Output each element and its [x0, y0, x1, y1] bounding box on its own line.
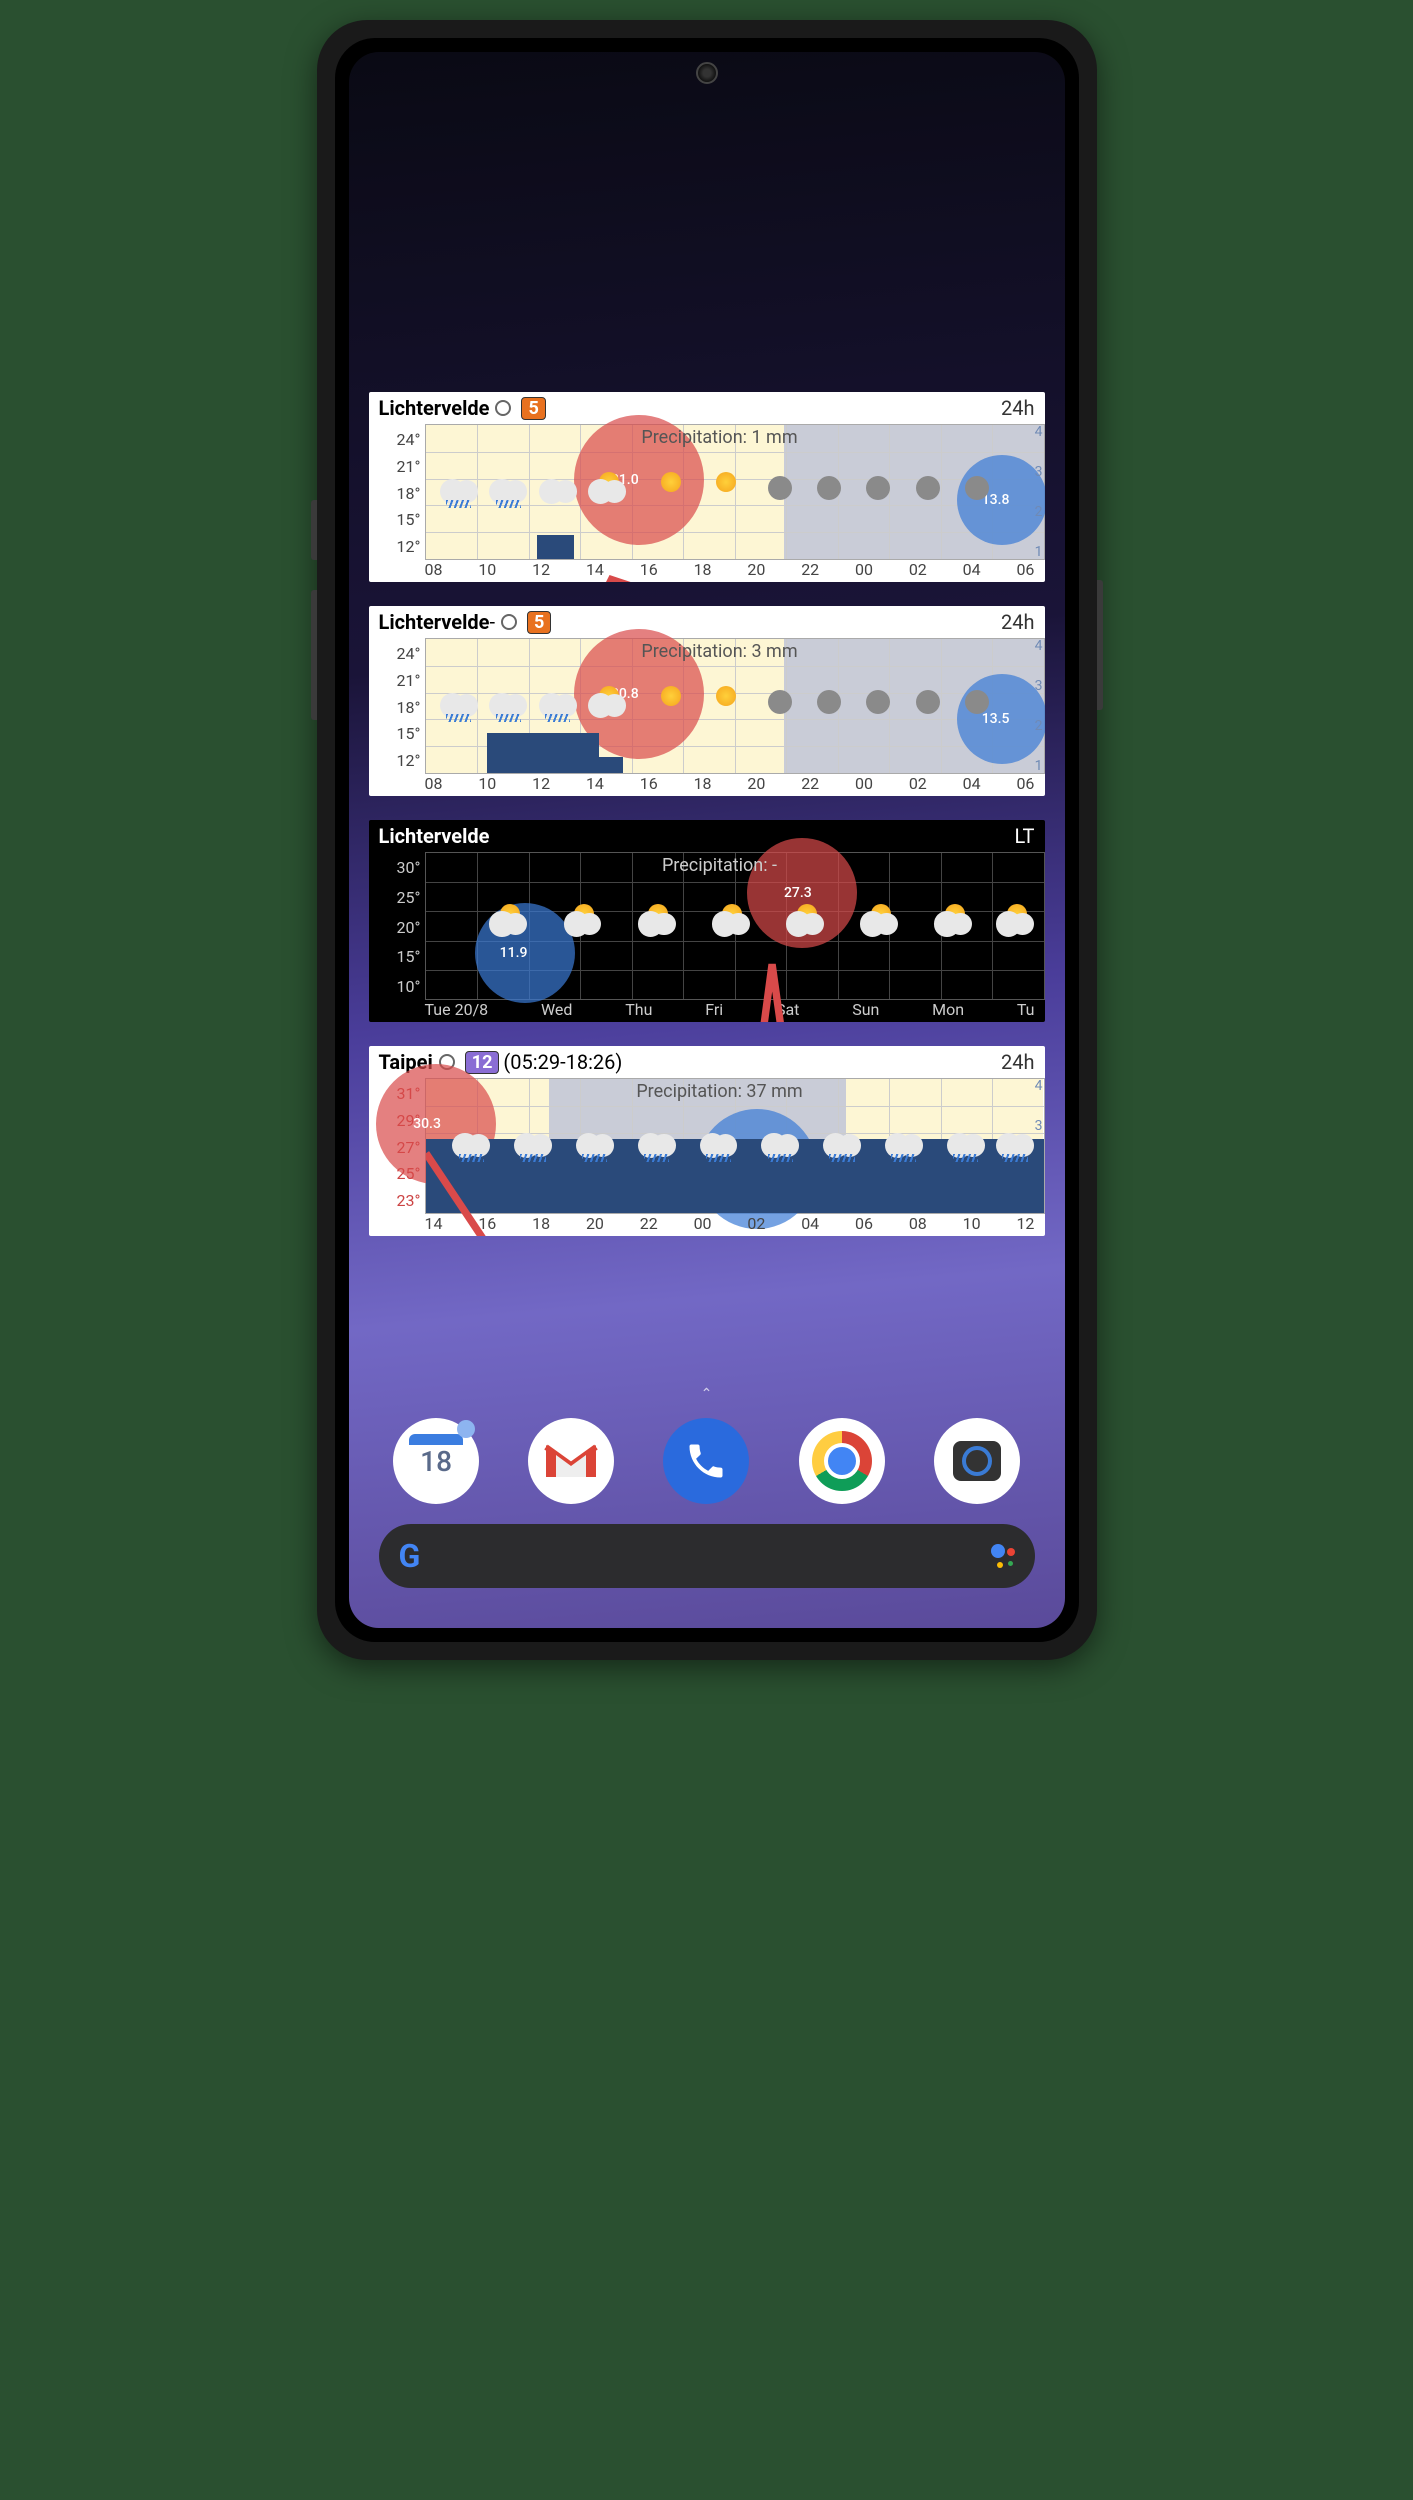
assistant-icon[interactable]: [991, 1544, 1015, 1568]
weather-chart: 31°29°27°25°23°30.324.2Precipitation: 37…: [369, 1078, 1045, 1236]
timeframe-label: 24h: [1001, 396, 1035, 420]
google-logo-icon: G: [399, 1537, 421, 1575]
location-name: Lichtervelde: [379, 610, 490, 634]
status-circle-icon: [501, 614, 517, 630]
sunrise-sunset: (05:29-18:26): [503, 1050, 622, 1074]
y-axis: 24° 21° 18° 15° 12°: [369, 638, 425, 796]
plot-area: 20.813.5Precipitation: 3 mm: [425, 638, 1045, 774]
gmail-app-icon[interactable]: [528, 1418, 614, 1504]
widget-header: Lichtervelde LT: [369, 820, 1045, 852]
dock: 18: [349, 1408, 1065, 1524]
temp-line: [426, 1079, 1044, 1236]
timeframe-label: 24h: [1001, 1050, 1035, 1074]
calendar-app-icon[interactable]: 18: [393, 1418, 479, 1504]
uv-badge: 12: [465, 1051, 500, 1074]
y-tick: 12°: [397, 751, 421, 770]
front-camera: [696, 62, 718, 84]
y-tick: 24°: [397, 644, 421, 663]
widget-header: Lichtervelde - 5 24h: [369, 606, 1045, 638]
screen: Lichtervelde524h24°21°18°15°12°21.013.8P…: [349, 52, 1065, 1628]
y-tick: 23°: [397, 1191, 421, 1210]
y-tick: 25°: [397, 888, 421, 907]
y-tick: 15°: [397, 510, 421, 529]
y-tick: 20°: [397, 918, 421, 937]
weather-chart: 30°25°20°15°10°27.311.9Precipitation: -T…: [369, 852, 1045, 1022]
dash: -: [489, 610, 495, 634]
phone-frame: Lichtervelde524h24°21°18°15°12°21.013.8P…: [317, 20, 1097, 1660]
phone-bezel: Lichtervelde524h24°21°18°15°12°21.013.8P…: [335, 38, 1079, 1642]
temp-line: [426, 425, 1044, 582]
weather-widget[interactable]: Lichtervelde 5 24h 24° 21° 18° 15° 12°21.013.8P…: [369, 392, 1045, 582]
calendar-date: 18: [409, 1434, 463, 1488]
y-tick: 18°: [397, 484, 421, 503]
temp-line: [426, 639, 1044, 796]
phone-icon: [684, 1439, 728, 1483]
location-name: Lichtervelde: [379, 824, 490, 848]
weather-chart: 24° 21° 18° 15° 12°21.013.8Precipitation: 1 …: [369, 424, 1045, 582]
chrome-icon: [812, 1431, 872, 1491]
y-tick: 15°: [397, 947, 421, 966]
app-drawer-caret[interactable]: ⌃: [349, 1380, 1065, 1408]
camera-app-icon[interactable]: [934, 1418, 1020, 1504]
y-tick: 12°: [397, 537, 421, 556]
widget-header: Taipei12 (05:29-18:26)24h: [369, 1046, 1045, 1078]
uv-badge: 5: [527, 611, 551, 634]
camera-icon: [953, 1441, 1001, 1481]
y-tick: 21°: [397, 457, 421, 476]
chrome-app-icon[interactable]: [799, 1418, 885, 1504]
gmail-icon: [544, 1441, 598, 1481]
y-tick: 30°: [397, 858, 421, 877]
plot-area: 21.013.8Precipitation: 1 mm: [425, 424, 1045, 560]
volume-buttons: [311, 500, 317, 720]
y-axis: 24° 21° 18° 15° 12°: [369, 424, 425, 582]
weather-widget[interactable]: Lichtervelde - 5 24h 24° 21° 18° 15° 12°20.813.…: [369, 606, 1045, 796]
temp-line: [426, 853, 1044, 1022]
uv-badge: 5: [521, 397, 545, 420]
weather-widget[interactable]: Lichtervelde LT 30° 25° 20° 15° 10°27.311.9Pre…: [369, 820, 1045, 1022]
y-tick: 24°: [397, 430, 421, 449]
y-tick: 21°: [397, 671, 421, 690]
plot-area: 30.324.2Precipitation: 37 mm: [425, 1078, 1045, 1214]
widgets-area: Lichtervelde524h24°21°18°15°12°21.013.8P…: [349, 52, 1065, 1380]
y-tick: 18°: [397, 698, 421, 717]
location-name: Lichtervelde: [379, 396, 490, 420]
weather-chart: 24° 21° 18° 15° 12°20.813.5Precipitation: 3 …: [369, 638, 1045, 796]
status-circle-icon: [495, 400, 511, 416]
phone-app-icon[interactable]: [663, 1418, 749, 1504]
plot-area: 27.311.9Precipitation: -: [425, 852, 1045, 1000]
power-button: [1097, 580, 1103, 710]
y-tick: 10°: [397, 977, 421, 996]
notification-dot-icon: [457, 1420, 475, 1438]
timeframe-label: LT: [1014, 824, 1034, 848]
weather-widget[interactable]: Taipei12 (05:29-18:26)24h31°29°27°25°23°…: [369, 1046, 1045, 1236]
y-axis: 30° 25° 20° 15° 10°: [369, 852, 425, 1022]
y-tick: 15°: [397, 724, 421, 743]
timeframe-label: 24h: [1001, 610, 1035, 634]
widget-header: Lichtervelde 5 24h: [369, 392, 1045, 424]
google-search-bar[interactable]: G: [379, 1524, 1035, 1588]
